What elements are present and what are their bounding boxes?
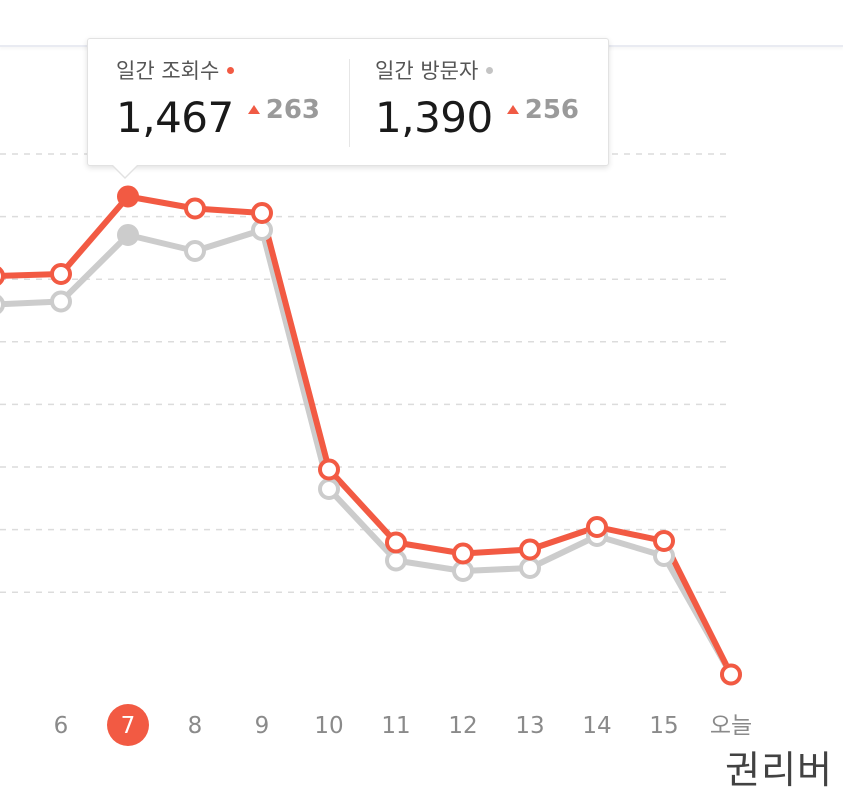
visitors-point[interactable]: [184, 240, 206, 262]
views-point[interactable]: [653, 530, 675, 552]
visitors-label-row: 일간 방문자: [375, 57, 579, 85]
x-tick-label[interactable]: 14: [582, 713, 611, 739]
views-point[interactable]: [0, 266, 5, 286]
x-tick-label[interactable]: 7: [121, 713, 136, 739]
visitors-delta: 256: [524, 94, 580, 125]
visitors-value: 1,390: [375, 93, 493, 142]
x-tick-label[interactable]: 9: [255, 713, 270, 739]
visitors-point[interactable]: [318, 478, 340, 500]
visitors-point[interactable]: [385, 549, 407, 572]
views-point[interactable]: [184, 197, 206, 220]
watermark: 권리버: [725, 748, 833, 792]
x-tick-label[interactable]: 6: [54, 713, 69, 739]
views-value: 1,467: [116, 93, 234, 142]
views-point[interactable]: [251, 202, 273, 224]
views-point[interactable]: [586, 516, 608, 538]
tooltip-views: 일간 조회수 1,467 263: [116, 57, 320, 142]
visitors-series-line: [0, 227, 734, 678]
data-tooltip: 일간 조회수 1,467 263 일간 방문자 1,390 256: [87, 38, 609, 179]
x-tick-label[interactable]: 오늘: [710, 713, 752, 739]
tooltip-divider: [349, 59, 350, 147]
views-point[interactable]: [452, 542, 474, 565]
visitors-point[interactable]: [519, 557, 541, 579]
views-up-arrow-icon: [247, 105, 260, 114]
views-point[interactable]: [385, 531, 407, 554]
tooltip-visitors: 일간 방문자 1,390 256: [375, 57, 579, 142]
visitors-point[interactable]: [117, 224, 139, 246]
x-tick-label[interactable]: 11: [381, 713, 410, 739]
selected-date-highlight: [107, 704, 149, 746]
visitors-point[interactable]: [452, 560, 474, 582]
views-point[interactable]: [117, 185, 139, 208]
x-tick-label[interactable]: 10: [314, 713, 343, 739]
visitors-point[interactable]: [0, 295, 5, 314]
views-label: 일간 조회수: [116, 59, 220, 83]
tooltip-arrow: [111, 164, 139, 179]
visitors-point[interactable]: [50, 290, 72, 313]
views-point[interactable]: [519, 538, 541, 561]
visitors-label: 일간 방문자: [375, 59, 479, 83]
views-point[interactable]: [318, 458, 340, 481]
x-tick-label[interactable]: 12: [448, 713, 477, 739]
x-tick-label[interactable]: 15: [649, 713, 678, 739]
views-series-line: [0, 193, 734, 678]
visitors-up-arrow-icon: [506, 105, 519, 114]
views-legend-dot: [227, 67, 235, 74]
views-label-row: 일간 조회수: [116, 57, 320, 85]
visitors-legend-dot: [486, 67, 494, 74]
series-lines: [0, 193, 734, 678]
views-delta: 263: [265, 94, 321, 125]
views-point[interactable]: [50, 263, 72, 285]
x-tick-label[interactable]: 8: [188, 713, 203, 739]
data-points[interactable]: [0, 185, 742, 686]
views-value-row: 1,467 263: [116, 93, 320, 142]
visitors-value-row: 1,390 256: [375, 93, 579, 142]
x-axis-labels: 6 7 8 9 10 11 12 13 14 15 오늘: [54, 704, 752, 746]
views-point[interactable]: [720, 663, 742, 686]
x-tick-label[interactable]: 13: [515, 713, 544, 739]
